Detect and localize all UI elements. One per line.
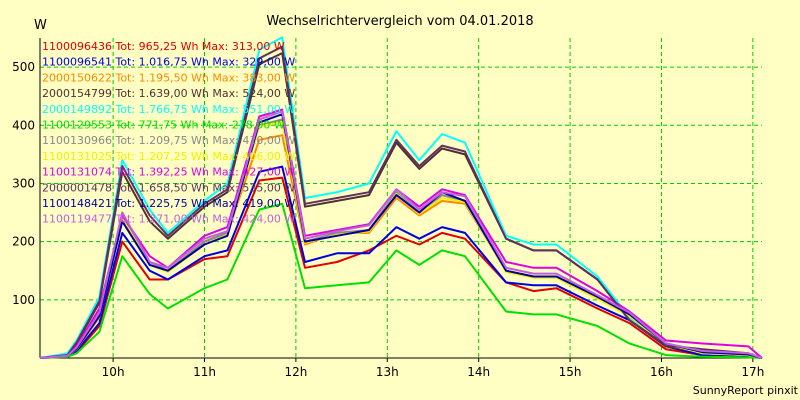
y-tick-label-500: 500 — [12, 60, 35, 74]
x-tick-label-16: 16h — [650, 365, 673, 379]
y-tick-label-200: 200 — [12, 235, 35, 249]
legend-item-2000150622: 2000150622 Tot: 1.195,50 Wh Max: 383,00 … — [42, 71, 295, 84]
y-tick-label-100: 100 — [12, 293, 35, 307]
legend-item-1100096541: 1100096541 Tot: 1.016,75 Wh Max: 329,00 … — [42, 56, 295, 69]
x-tick-label-13: 13h — [376, 365, 399, 379]
x-tick-label-12: 12h — [284, 365, 307, 379]
series-line-1100148421 — [39, 113, 763, 359]
series-lines — [39, 36, 763, 359]
chart-title: Wechselrichtervergleich vom 04.01.2018 — [266, 14, 533, 29]
x-tick-label-11: 11h — [193, 365, 216, 379]
x-tick-label-15: 15h — [559, 365, 582, 379]
x-tick-label-17: 17h — [741, 365, 764, 379]
legend-item-2000149892: 2000149892 Tot: 1.766,75 Wh Max: 551,00 … — [42, 103, 295, 116]
series-line-1100096436 — [39, 176, 763, 359]
grid — [40, 38, 762, 358]
y-axis-label: W — [34, 18, 47, 33]
legend-item-1100119477: 1100119477 Tot: 1.271,00 Wh Max: 424,00 … — [42, 213, 295, 226]
series-line-1100119477 — [39, 110, 763, 359]
legend-item-2000001478: 2000001478 Tot: 1.658,50 Wh Max: 535,00 … — [42, 181, 295, 194]
legend-item-1100148421: 1100148421 Tot: 1.225,75 Wh Max: 419,00 … — [42, 197, 295, 210]
series-line-1100096541 — [39, 165, 763, 359]
y-tick-label-300: 300 — [12, 176, 35, 190]
legend-item-2000154799: 2000154799 Tot: 1.639,00 Wh Max: 524,00 … — [42, 87, 295, 100]
axes: 100 200 300 400 500 10h 11h 12h 13h 14h 15h 16h 17h — [12, 38, 764, 379]
series-line-1100131025 — [39, 120, 763, 359]
y-tick-label-400: 400 — [12, 118, 35, 132]
legend-item-1100129553: 1100129553 Tot: 771,75 Wh Max: 278,00 W — [42, 119, 285, 132]
series-line-1100129553 — [39, 202, 763, 359]
legend-item-1100131074: 1100131074 Tot: 1.392,25 Wh Max: 427,00 … — [42, 166, 295, 179]
legend: 1100096436 Tot: 965,25 Wh Max: 313,00 W 1… — [42, 40, 295, 226]
legend-item-1100130966: 1100130966 Tot: 1.209,75 Wh Max: 410,00 … — [42, 134, 295, 147]
footer-text: SunnyReport pinxit — [693, 384, 799, 397]
legend-item-1100131025: 1100131025 Tot: 1.207,25 Wh Max: 406,00 … — [42, 150, 295, 163]
x-tick-label-14: 14h — [467, 365, 490, 379]
x-tick-label-10: 10h — [102, 365, 125, 379]
legend-item-1100096436: 1100096436 Tot: 965,25 Wh Max: 313,00 W — [42, 40, 285, 53]
